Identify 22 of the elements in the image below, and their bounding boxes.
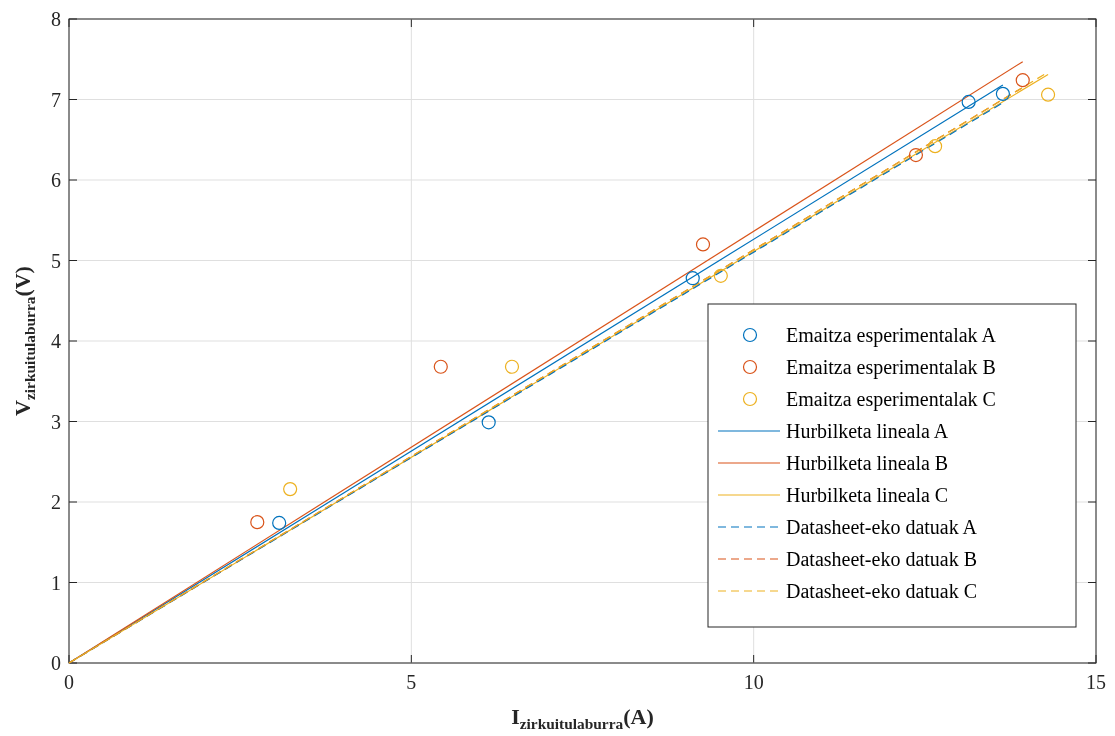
legend-label: Emaitza esperimentalak A — [786, 324, 997, 347]
legend-label: Datasheet-eko datuak B — [786, 548, 978, 570]
y-tick-label: 1 — [51, 571, 61, 594]
legend-label: Datasheet-eko datuak C — [786, 580, 978, 602]
legend-label: Emaitza esperimentalak B — [786, 356, 996, 379]
y-tick-label: 7 — [51, 88, 61, 111]
y-tick-label: 3 — [51, 410, 61, 433]
y-tick-label: 8 — [51, 8, 61, 30]
legend-label: Emaitza esperimentalak C — [786, 388, 996, 411]
y-tick-label: 4 — [51, 330, 61, 352]
y-tick-label: 5 — [51, 249, 61, 272]
y-tick-label: 0 — [51, 652, 61, 674]
x-tick-label: 15 — [1086, 671, 1106, 693]
y-tick-label: 6 — [51, 169, 61, 191]
legend-label: Hurbilketa lineala B — [786, 452, 949, 474]
legend-label: Hurbilketa lineala A — [786, 420, 949, 442]
legend-label: Datasheet-eko datuak A — [786, 516, 978, 538]
x-tick-label: 10 — [743, 671, 764, 693]
legend-label: Hurbilketa lineala C — [786, 484, 949, 506]
y-tick-label: 2 — [51, 491, 61, 513]
x-tick-label: 5 — [406, 671, 417, 693]
x-axis-title: I$_{zirkuitulaburra}$(A) — [511, 704, 654, 732]
